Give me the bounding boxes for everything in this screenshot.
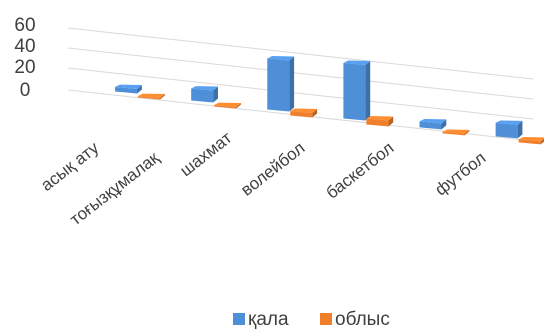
bar-side — [312, 108, 318, 118]
bar-side — [137, 84, 142, 94]
y-tick-label: 60 — [14, 15, 35, 36]
bar-side — [464, 129, 470, 136]
bar-side — [388, 116, 394, 127]
bar-side — [517, 120, 523, 139]
legend-swatch — [320, 313, 332, 325]
category-label: шахмат — [176, 128, 235, 180]
category-label: асық ату — [37, 138, 103, 195]
legend-swatch — [233, 313, 245, 325]
bar — [495, 122, 518, 139]
bar — [191, 88, 214, 103]
y-tick-label: 0 — [20, 80, 31, 101]
legend-label: қала — [248, 309, 289, 330]
bar-side — [160, 93, 165, 100]
category-label: волейбол — [237, 138, 308, 199]
bar-side — [441, 119, 447, 130]
gridline — [67, 67, 534, 120]
bar — [115, 86, 138, 94]
bar — [518, 139, 541, 145]
bar-side — [213, 86, 218, 103]
bar — [343, 62, 366, 121]
bar — [366, 118, 389, 127]
bar-top — [290, 108, 318, 113]
bar — [214, 104, 237, 109]
bar-side — [236, 102, 241, 109]
bar — [138, 95, 161, 100]
bar-top — [214, 102, 241, 107]
bar-top — [343, 60, 371, 65]
bar-top — [366, 116, 394, 121]
bar — [267, 58, 290, 112]
bar-side — [540, 138, 544, 145]
bar — [442, 131, 465, 136]
category-label: баскетбол — [322, 138, 397, 202]
gridline — [67, 47, 534, 100]
bar-top — [138, 93, 165, 98]
bar-side — [365, 60, 371, 121]
legend-label: облыс — [335, 309, 390, 330]
bar — [419, 121, 442, 130]
bar-top — [115, 84, 142, 89]
gridline — [67, 27, 534, 80]
bar-top — [267, 56, 295, 61]
y-tick-label: 20 — [14, 57, 35, 78]
bar-side — [289, 56, 295, 112]
bar-top — [518, 137, 544, 142]
bar-top — [419, 119, 447, 124]
bar-top — [191, 86, 218, 91]
category-label: футбол — [431, 148, 489, 199]
bar — [290, 110, 313, 118]
bar-top — [495, 120, 523, 125]
bar-top — [442, 129, 470, 134]
y-tick-label: 40 — [14, 36, 35, 57]
